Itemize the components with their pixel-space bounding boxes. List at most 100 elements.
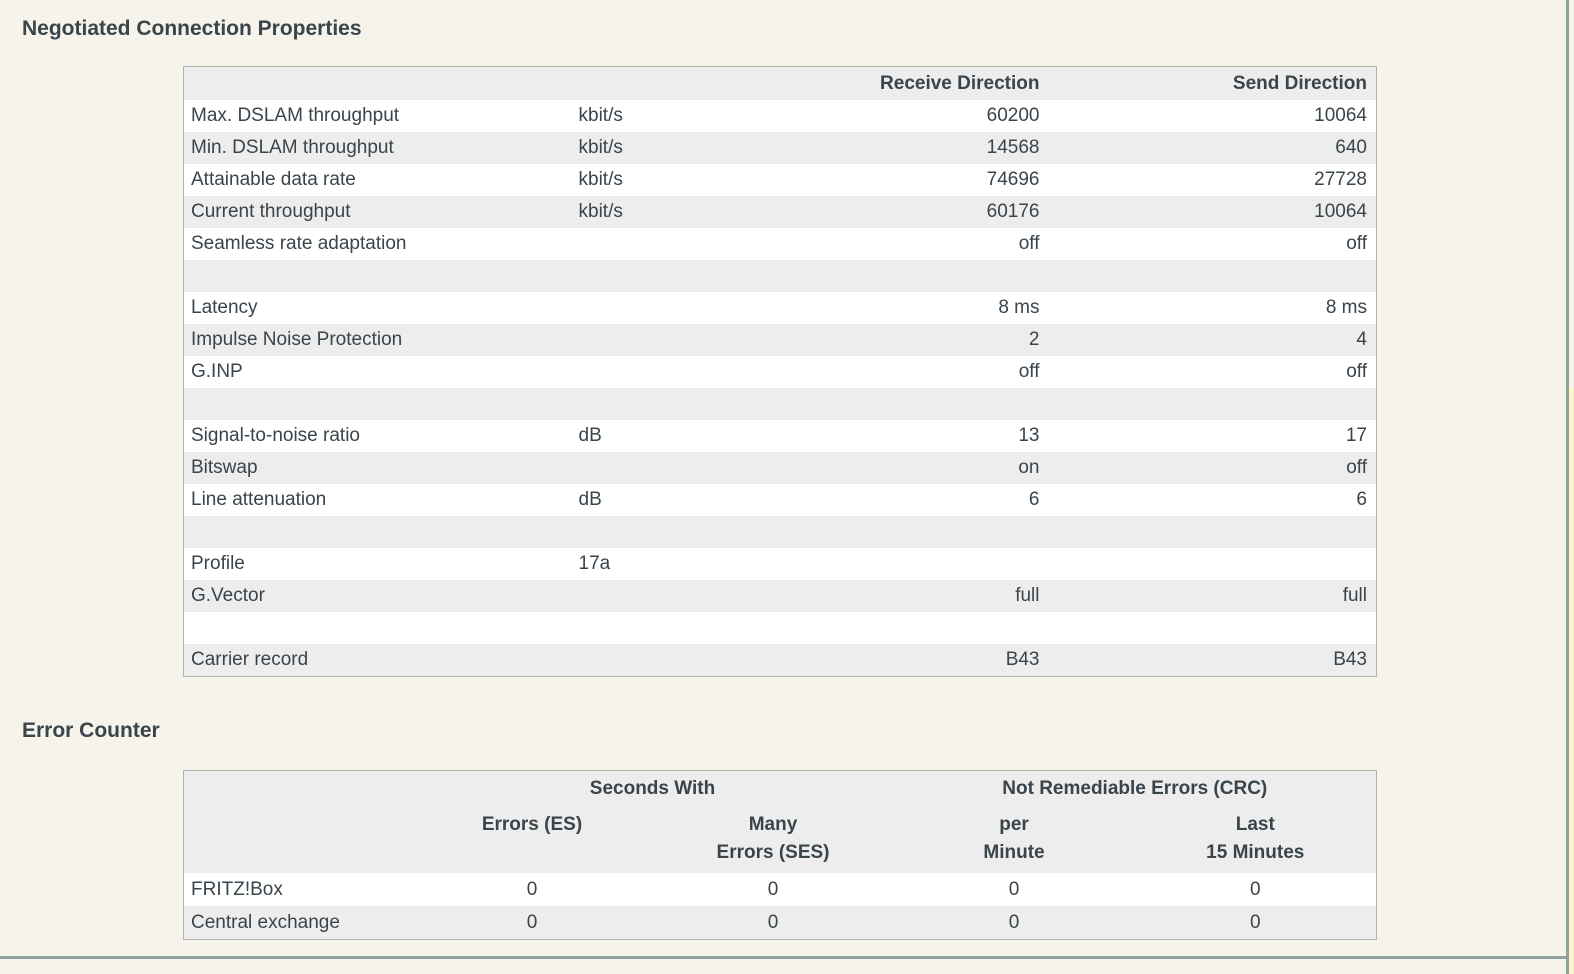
receive-value: 8 ms bbox=[998, 297, 1040, 318]
receive-value: on bbox=[1018, 457, 1040, 478]
table-row: G.Vector full full bbox=[183, 580, 1377, 612]
send-value: 10064 bbox=[1314, 105, 1367, 126]
send-value: 17 bbox=[1345, 425, 1367, 446]
row-label: Min. DSLAM throughput bbox=[191, 137, 394, 158]
row-label: Seamless rate adaptation bbox=[191, 233, 407, 254]
errors-ses-value: 0 bbox=[767, 878, 779, 900]
table-row: G.INP off off bbox=[184, 356, 1377, 388]
table-row: Profile 17a bbox=[184, 548, 1377, 580]
receive-value: 60176 bbox=[986, 201, 1040, 222]
header-empty-unit bbox=[579, 67, 759, 101]
row-unit: dB bbox=[578, 425, 602, 446]
send-value bbox=[1049, 548, 1377, 580]
error-column-header-row: Errors (ES) Many Errors (SES) per Minute… bbox=[183, 807, 1377, 873]
send-value: 8 ms bbox=[1325, 297, 1367, 318]
connection-header-row: Receive Direction Send Direction bbox=[183, 66, 1377, 101]
row-unit bbox=[579, 356, 759, 388]
receive-value: 2 bbox=[1028, 329, 1040, 350]
crc-last-15-minutes-value: 0 bbox=[1249, 878, 1261, 900]
receive-value: 6 bbox=[1028, 489, 1040, 510]
table-row: Seamless rate adaptation off off bbox=[184, 228, 1377, 260]
receive-value: full bbox=[1015, 585, 1040, 606]
section-title-error-counter: Error Counter bbox=[22, 719, 160, 742]
row-unit: 17a bbox=[578, 553, 611, 574]
receive-value: 13 bbox=[1018, 425, 1040, 446]
row-label: Line attenuation bbox=[191, 489, 327, 510]
errors-ses-value: 0 bbox=[767, 911, 779, 933]
errors-es-value: 0 bbox=[526, 911, 538, 933]
table-row: Carrier record B43 B43 bbox=[183, 644, 1377, 677]
row-label: Profile bbox=[191, 553, 245, 574]
column-header-errors-es: Errors (ES) bbox=[481, 814, 583, 835]
spacer-row bbox=[183, 516, 1377, 548]
row-unit: kbit/s bbox=[578, 105, 623, 126]
column-header-many-errors-ses: Many Errors (SES) bbox=[716, 814, 830, 863]
header-empty-label bbox=[184, 807, 412, 873]
row-label: Max. DSLAM throughput bbox=[191, 105, 400, 126]
row-label bbox=[184, 388, 579, 420]
table-row: Latency 8 ms 8 ms bbox=[184, 292, 1377, 324]
spacer-row bbox=[183, 260, 1377, 292]
right-border-line bbox=[1566, 0, 1569, 974]
send-value: off bbox=[1346, 457, 1367, 478]
receive-value: off bbox=[1018, 361, 1040, 382]
row-unit: kbit/s bbox=[578, 169, 623, 190]
table-row: Central exchange 0 0 0 0 bbox=[183, 906, 1377, 940]
table-row: Bitswap on off bbox=[183, 452, 1377, 484]
crc-last-15-minutes-value: 0 bbox=[1249, 911, 1261, 933]
send-value: 10064 bbox=[1314, 201, 1367, 222]
error-counter-table: Seconds With Not Remediable Errors (CRC)… bbox=[183, 770, 1378, 940]
row-unit: kbit/s bbox=[578, 201, 623, 222]
table-row: Signal-to-noise ratio dB 13 17 bbox=[184, 420, 1377, 452]
table-row: Max. DSLAM throughput kbit/s 60200 10064 bbox=[184, 100, 1377, 132]
connection-properties-table: Receive Direction Send Direction Max. DS… bbox=[183, 66, 1377, 677]
row-label: G.INP bbox=[191, 361, 243, 382]
row-label: Bitswap bbox=[191, 457, 258, 478]
row-label: Carrier record bbox=[191, 649, 309, 670]
row-unit bbox=[579, 644, 759, 677]
row-label: Central exchange bbox=[191, 911, 340, 933]
row-unit bbox=[579, 580, 759, 612]
row-label: Signal-to-noise ratio bbox=[191, 425, 360, 446]
header-empty-label bbox=[184, 67, 579, 101]
row-label: FRITZ!Box bbox=[191, 878, 283, 900]
bottom-divider-line bbox=[0, 956, 1567, 959]
send-value: 4 bbox=[1356, 329, 1367, 350]
receive-value: 74696 bbox=[986, 169, 1040, 190]
receive-value: B43 bbox=[1005, 649, 1040, 670]
group-header-seconds-with: Seconds With bbox=[589, 778, 716, 799]
receive-value: 60200 bbox=[986, 105, 1040, 126]
send-value: full bbox=[1342, 585, 1367, 606]
row-label: G.Vector bbox=[191, 585, 265, 606]
row-unit: dB bbox=[578, 489, 602, 510]
send-value: 27728 bbox=[1314, 169, 1367, 190]
row-label bbox=[184, 516, 579, 548]
send-value: 640 bbox=[1335, 137, 1367, 158]
spacer-row bbox=[183, 388, 1377, 420]
column-header-send-direction: Send Direction bbox=[1232, 72, 1367, 94]
errors-es-value: 0 bbox=[526, 878, 538, 900]
column-header-receive-direction: Receive Direction bbox=[880, 72, 1040, 94]
row-unit bbox=[579, 324, 759, 356]
row-unit bbox=[579, 228, 759, 260]
row-unit bbox=[579, 292, 759, 324]
table-row: Line attenuation dB 6 6 bbox=[184, 484, 1377, 516]
section-title-connection-properties: Negotiated Connection Properties bbox=[22, 17, 362, 40]
send-value: off bbox=[1346, 361, 1367, 382]
row-label: Current throughput bbox=[191, 201, 351, 222]
table-row: Impulse Noise Protection 2 4 bbox=[183, 324, 1377, 356]
table-row: FRITZ!Box 0 0 0 0 bbox=[184, 873, 1377, 906]
row-label: Attainable data rate bbox=[191, 169, 356, 190]
receive-value: off bbox=[1018, 233, 1040, 254]
spacer-row bbox=[184, 612, 1377, 644]
table-row: Attainable data rate kbit/s 74696 27728 bbox=[184, 164, 1377, 196]
error-group-header-row: Seconds With Not Remediable Errors (CRC) bbox=[183, 770, 1377, 807]
receive-value: 14568 bbox=[986, 137, 1040, 158]
column-header-per-minute: per Minute bbox=[983, 814, 1045, 863]
row-label bbox=[184, 260, 579, 292]
table-row: Current throughput kbit/s 60176 10064 bbox=[183, 196, 1377, 228]
row-label: Impulse Noise Protection bbox=[191, 329, 403, 350]
crc-per-minute-value: 0 bbox=[1008, 878, 1020, 900]
row-label: Latency bbox=[191, 297, 258, 318]
